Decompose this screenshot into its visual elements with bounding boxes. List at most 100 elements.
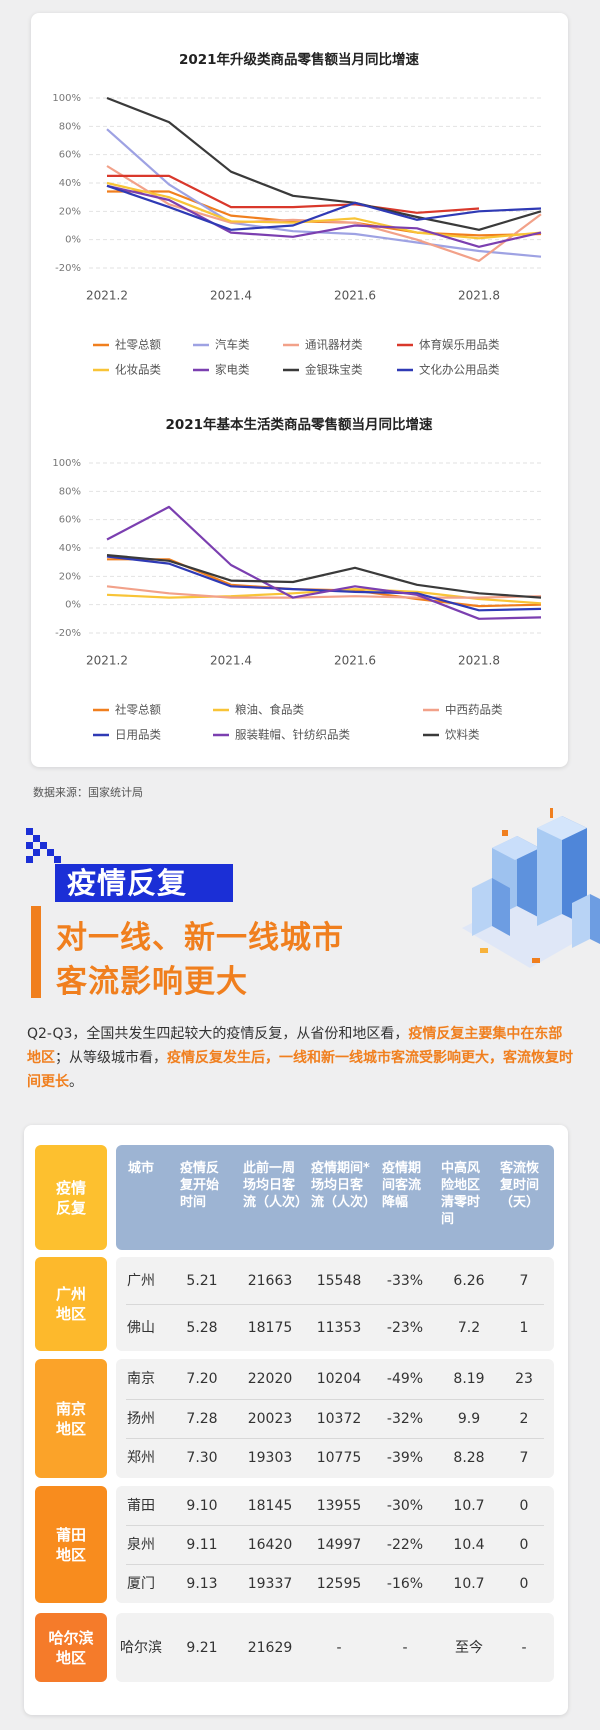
table-cell: 7.28 <box>186 1410 218 1427</box>
table-cell: 23 <box>515 1370 533 1387</box>
group-label: 广州地区 <box>55 1285 86 1323</box>
accent-bar <box>31 906 41 998</box>
legend-label: 金银珠宝类 <box>305 363 363 377</box>
legend-label: 通讯器材类 <box>305 338 363 352</box>
x-tick-label: 2021.2 <box>86 289 128 303</box>
table-corner: 疫情反复 <box>35 1145 107 1250</box>
table-cell: - <box>402 1639 408 1656</box>
table-cell: -23% <box>386 1319 424 1336</box>
highlight-text: 疫情反复发生后，一线和新一线城市客流受影响更大，客流恢复时间更长 <box>27 1050 573 1090</box>
series-line <box>106 181 542 240</box>
table-cell: 16420 <box>247 1536 293 1553</box>
table-cell: 7.2 <box>457 1319 481 1336</box>
group-label-box: 莆田地区 <box>35 1486 107 1603</box>
group-label: 哈尔滨地区 <box>48 1628 94 1667</box>
table-cell: 21629 <box>247 1639 293 1656</box>
table-cell: 18175 <box>247 1319 293 1336</box>
y-tick-label: -20% <box>55 263 81 274</box>
header-bar <box>116 1145 554 1250</box>
row-separator <box>126 1564 544 1565</box>
group-label-box: 广州地区 <box>35 1257 107 1351</box>
table-cell: 10.4 <box>453 1536 485 1553</box>
legend-label: 饮料类 <box>445 728 480 742</box>
chart-title: 2021年基本生活类商品零售额当月同比增速 <box>165 416 433 433</box>
legend-label: 日用品类 <box>115 728 161 742</box>
legend-label: 家电类 <box>215 363 250 377</box>
table-cell: -22% <box>386 1536 424 1553</box>
group-label-box: 南京地区 <box>35 1359 107 1478</box>
y-tick-label: 20% <box>59 571 81 582</box>
table-cell: 泉州 <box>127 1536 155 1553</box>
legend-label: 体育娱乐用品类 <box>419 338 500 352</box>
row-separator <box>126 1304 544 1305</box>
series-line <box>106 96 542 231</box>
table-cell: 22020 <box>247 1370 293 1387</box>
legend-label: 服装鞋帽、针纺织品类 <box>235 728 350 742</box>
series-line <box>106 184 542 231</box>
body-text: Q2-Q3，全国共发生四起较大的疫情反复，从省份和地区看， <box>27 1026 409 1042</box>
table-cell: 9.21 <box>186 1639 218 1656</box>
table-cell: 18145 <box>247 1497 293 1514</box>
legend-label: 粮油、食品类 <box>235 703 304 717</box>
y-tick-label: 20% <box>59 206 81 217</box>
x-tick-label: 2021.8 <box>458 654 500 668</box>
corner-label: 疫情反复 <box>55 1178 86 1217</box>
table-cell: 6.26 <box>453 1272 485 1289</box>
table-cell: 0 <box>519 1497 529 1514</box>
x-tick-label: 2021.4 <box>210 289 252 303</box>
group-rows-bg <box>116 1359 554 1478</box>
x-tick-label: 2021.8 <box>458 289 500 303</box>
series-line <box>106 554 542 599</box>
table-cell: 19337 <box>247 1575 293 1592</box>
table-cell: - <box>521 1639 527 1656</box>
legend-label: 汽车类 <box>215 338 250 352</box>
table-cell: 广州 <box>127 1272 155 1289</box>
table-cell: 19303 <box>247 1450 293 1467</box>
chart: 2021年基本生活类商品零售额当月同比增速 -20% 0% 20% 40% 60% 80% 1… <box>52 416 542 742</box>
table-cell: 9.11 <box>186 1536 218 1553</box>
paragraph: Q2-Q3，全国共发生四起较大的疫情反复，从省份和地区看，疫情反复主要集中在东部… <box>27 1022 575 1094</box>
table-cell: 厦门 <box>127 1575 155 1592</box>
y-tick-label: 100% <box>52 458 81 469</box>
group-label: 南京地区 <box>55 1399 86 1438</box>
chart: 2021年升级类商品零售额当月同比增速 -20% 0% 20% 40% 60% 80% 100… <box>52 51 542 377</box>
y-tick-label: 80% <box>59 486 81 497</box>
table-cell: 佛山 <box>127 1319 155 1336</box>
legend-label: 化妆品类 <box>115 363 161 377</box>
table-cell: 郑州 <box>127 1450 155 1467</box>
y-tick-label: 60% <box>59 150 81 161</box>
y-tick-label: 0% <box>65 235 81 246</box>
y-tick-label: 80% <box>59 121 81 132</box>
table-cell: 13955 <box>316 1497 362 1514</box>
header-cell: 此前一周场均日客流（人次） <box>243 1161 309 1210</box>
table-cell: 7 <box>519 1272 529 1289</box>
table-cell: -39% <box>386 1450 424 1467</box>
table-cell: -33% <box>386 1272 424 1289</box>
body-text: 。 <box>69 1074 83 1090</box>
table-cell: 10.7 <box>453 1575 485 1592</box>
series-line <box>107 174 480 214</box>
table-cell: 10.7 <box>453 1497 485 1514</box>
header-cell: 客流恢复时间（天） <box>500 1161 540 1210</box>
table-cell: 12595 <box>316 1575 362 1592</box>
table-cell: 9.9 <box>457 1410 481 1427</box>
table-cell: 5.28 <box>186 1319 218 1336</box>
table-cell: 9.10 <box>186 1497 218 1514</box>
x-tick-label: 2021.6 <box>334 654 376 668</box>
table-cell: -32% <box>386 1410 424 1427</box>
header-cell: 疫情反复开始时间 <box>180 1161 220 1210</box>
group-rows-bg <box>116 1613 554 1682</box>
pixel-decoration <box>26 828 61 863</box>
table-cell: 7.20 <box>186 1370 218 1387</box>
table-cell: 10775 <box>316 1450 362 1467</box>
table-cell: 5.21 <box>186 1272 218 1289</box>
y-tick-label: 40% <box>59 178 81 189</box>
table-cell: - <box>336 1639 342 1656</box>
table-cell: 0 <box>519 1536 529 1553</box>
heading-line: 客流影响更大 <box>56 964 248 1000</box>
series-line <box>106 585 542 599</box>
table-cell: 哈尔滨 <box>120 1639 162 1656</box>
table-cell: 10372 <box>316 1410 362 1427</box>
series-line <box>106 128 542 258</box>
